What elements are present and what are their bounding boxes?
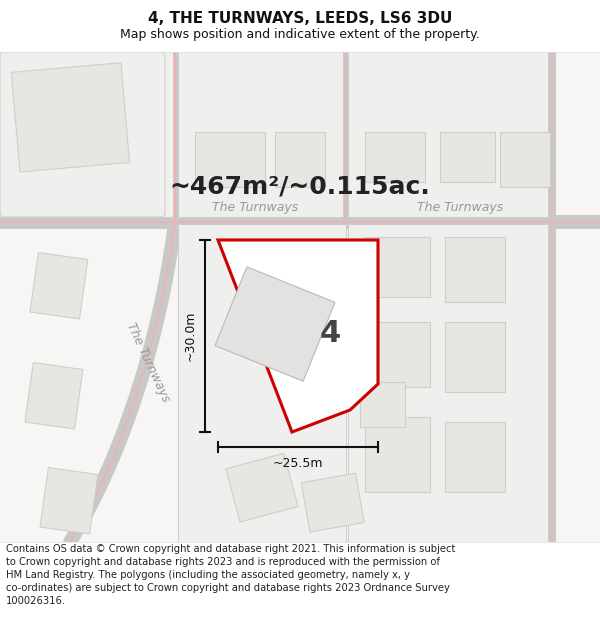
Bar <box>445 237 505 302</box>
Bar <box>25 362 83 429</box>
Bar <box>445 322 505 392</box>
Bar <box>11 62 130 172</box>
Bar <box>195 132 265 187</box>
Bar <box>275 132 325 187</box>
Bar <box>178 224 346 542</box>
Bar <box>365 132 425 182</box>
Bar <box>301 473 364 532</box>
Bar <box>365 322 430 387</box>
Bar <box>348 224 548 542</box>
Text: 4, THE TURNWAYS, LEEDS, LS6 3DU: 4, THE TURNWAYS, LEEDS, LS6 3DU <box>148 11 452 26</box>
Bar <box>365 237 430 297</box>
Polygon shape <box>218 240 378 432</box>
Text: ~30.0m: ~30.0m <box>184 311 197 361</box>
Bar <box>0 47 173 217</box>
Bar <box>445 422 505 492</box>
Text: The Turnways: The Turnways <box>124 320 172 404</box>
Text: Map shows position and indicative extent of the property.: Map shows position and indicative extent… <box>120 28 480 41</box>
Text: ~467m²/~0.115ac.: ~467m²/~0.115ac. <box>170 175 430 199</box>
Bar <box>440 132 495 182</box>
Bar <box>500 132 550 187</box>
FancyBboxPatch shape <box>0 52 165 217</box>
Text: 4: 4 <box>319 319 341 349</box>
Bar <box>30 253 88 319</box>
Bar <box>178 47 343 217</box>
Bar <box>40 468 98 534</box>
Bar <box>215 267 335 381</box>
Text: The Turnways: The Turnways <box>212 201 298 214</box>
Bar <box>365 417 430 492</box>
Text: The Turnways: The Turnways <box>417 201 503 214</box>
Bar <box>226 453 298 522</box>
Bar <box>348 47 548 217</box>
Text: Contains OS data © Crown copyright and database right 2021. This information is : Contains OS data © Crown copyright and d… <box>6 544 455 606</box>
Text: ~25.5m: ~25.5m <box>273 457 323 470</box>
Bar <box>360 382 405 427</box>
